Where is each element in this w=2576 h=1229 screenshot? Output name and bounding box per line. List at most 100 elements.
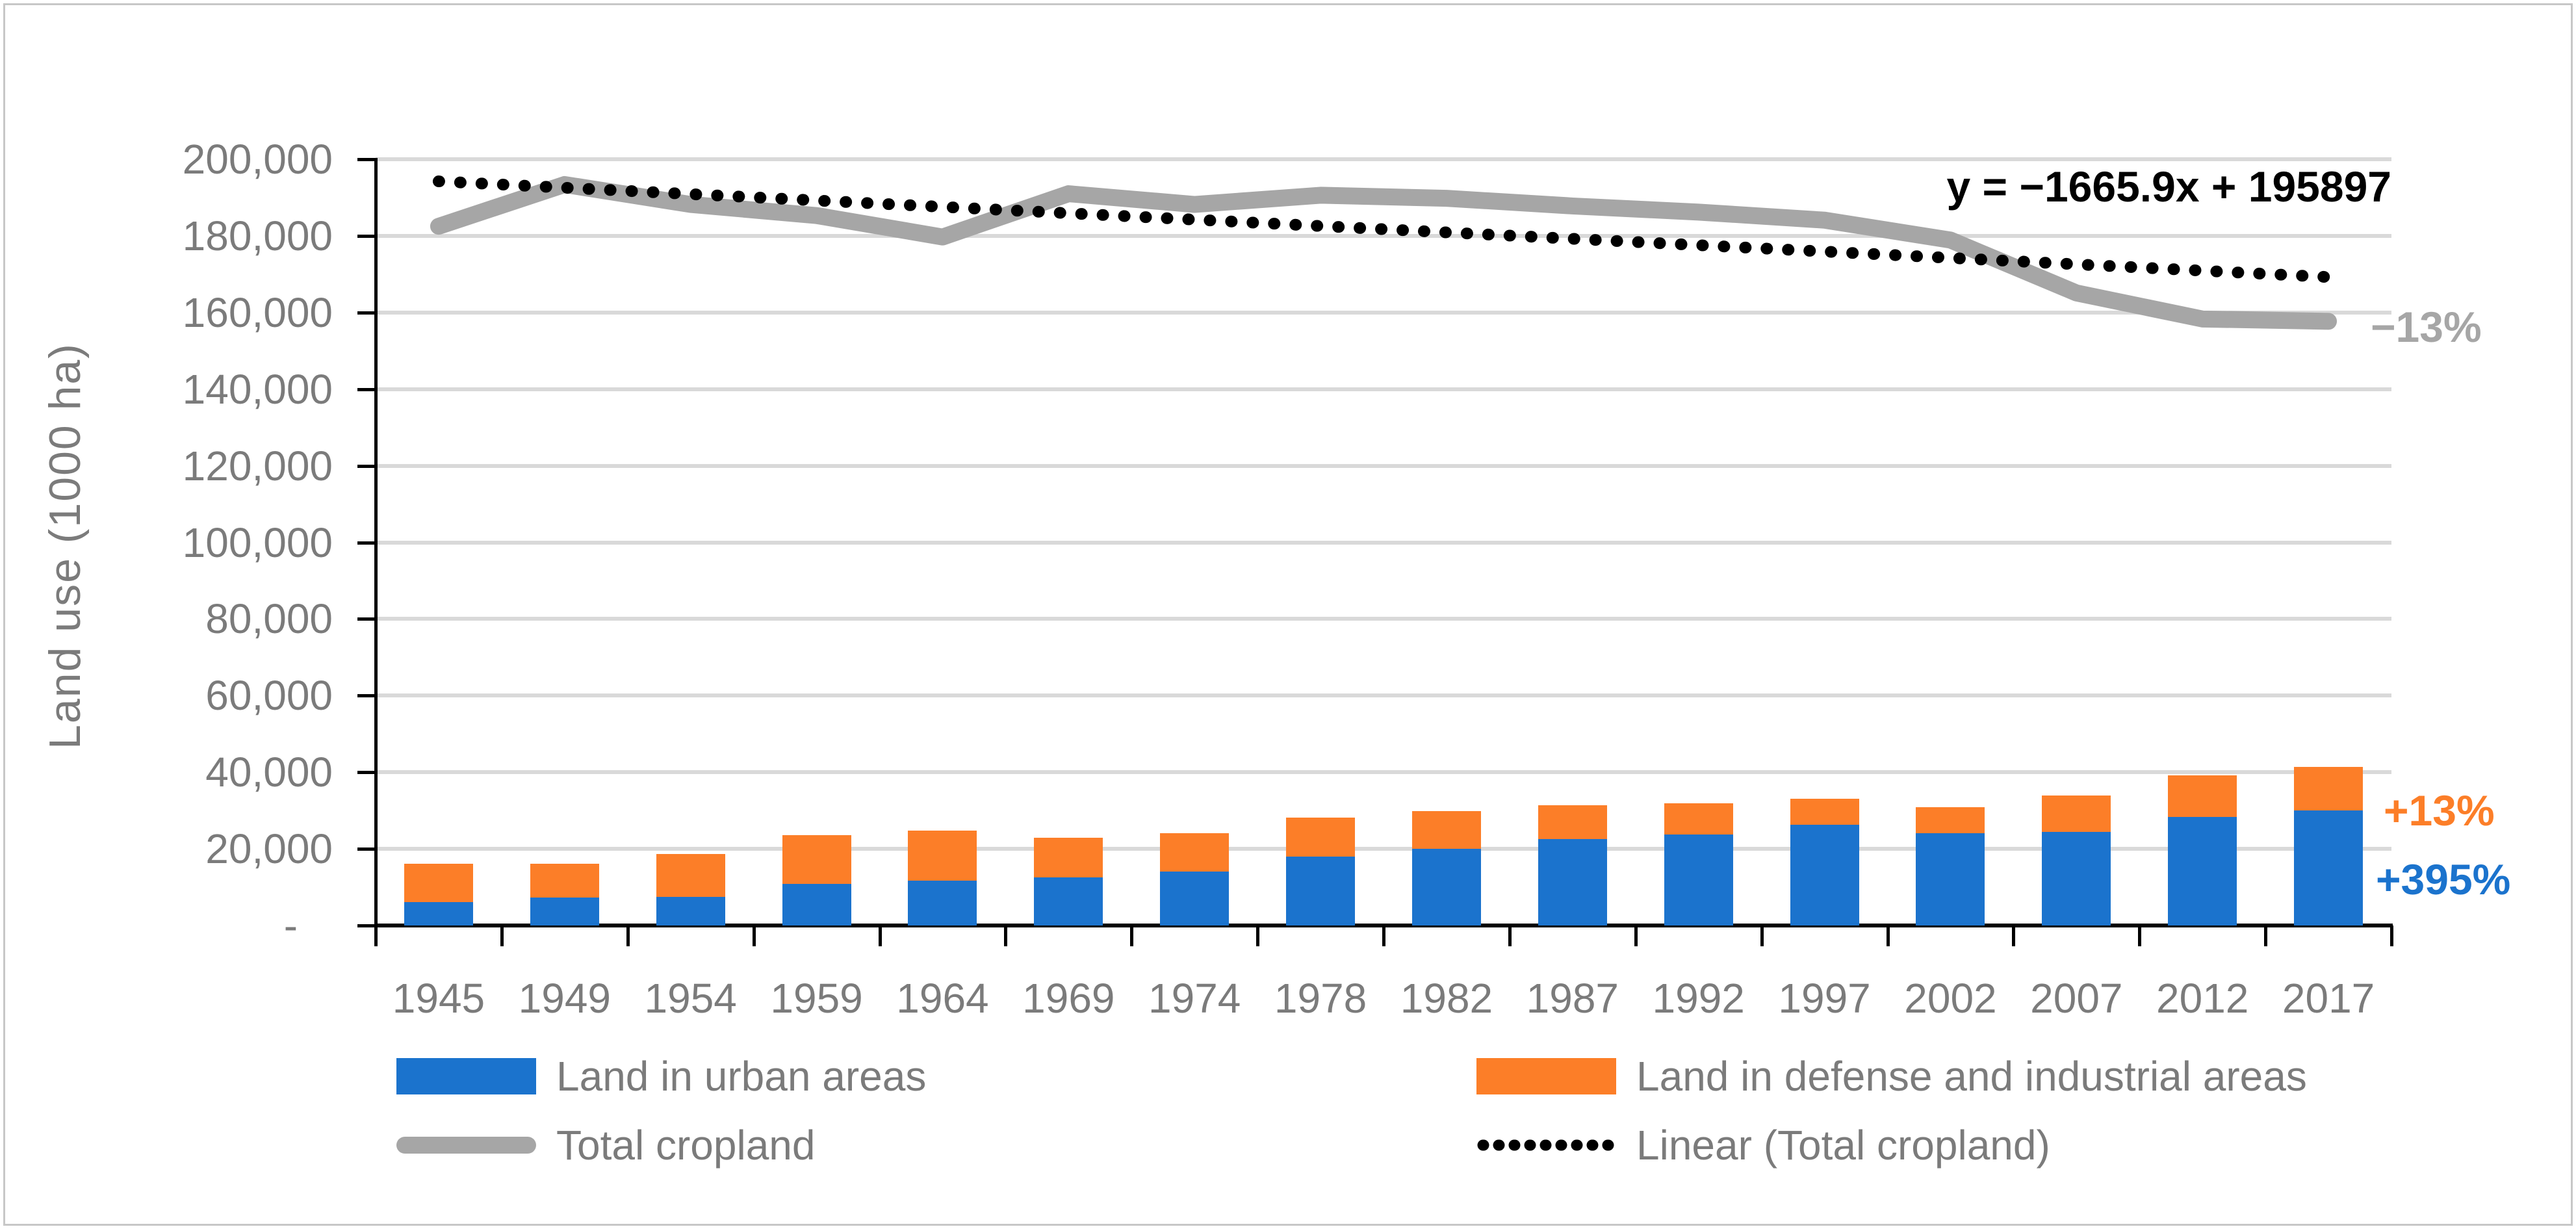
y-axis-title: Land use (1000 ha) [40, 343, 90, 749]
bar-urban [1790, 824, 1859, 925]
x-tick-label: 1978 [1274, 975, 1367, 1022]
bar-defense [1538, 805, 1607, 839]
x-tick-label: 2017 [2282, 975, 2375, 1022]
x-tick-label: 1954 [644, 975, 737, 1022]
bar-urban [1411, 848, 1481, 925]
bar-urban [2168, 817, 2237, 925]
x-tick-label: 1987 [1526, 975, 1619, 1022]
bar-urban [1286, 856, 1356, 925]
y-axis-tick [357, 464, 376, 468]
bar-defense [2042, 796, 2111, 832]
bar-urban [1916, 833, 1985, 925]
cropland-change-label: −13% [2371, 303, 2482, 351]
y-axis-tick [357, 617, 376, 621]
gridline [376, 157, 2391, 161]
y-axis-tick [357, 771, 376, 775]
x-axis-tick [2012, 925, 2016, 946]
gridline [376, 770, 2391, 775]
bar-defense [1411, 811, 1481, 849]
y-tick-label: - [283, 902, 298, 949]
y-tick-label: 200,000 [182, 136, 333, 183]
bar-defense [404, 864, 473, 903]
y-axis-tick [357, 387, 376, 391]
y-axis-tick [357, 311, 376, 315]
bar-urban [2294, 810, 2363, 925]
bar-defense [530, 864, 599, 898]
x-axis-tick [1004, 925, 1008, 946]
y-axis-tick [357, 158, 376, 161]
x-axis-tick [1886, 925, 1890, 946]
y-tick-label: 80,000 [205, 595, 333, 643]
y-axis-tick [357, 847, 376, 851]
x-tick-label: 1982 [1400, 975, 1493, 1022]
x-axis-tick [2390, 925, 2393, 946]
gridline [376, 310, 2391, 315]
y-axis-tick [357, 541, 376, 545]
y-axis-tick [357, 924, 376, 927]
gridline [376, 387, 2391, 391]
x-tick-label: 1969 [1022, 975, 1115, 1022]
x-axis-tick [2138, 925, 2142, 946]
x-axis-tick [1508, 925, 1512, 946]
bar-urban [908, 881, 977, 925]
x-tick-label: 2007 [2030, 975, 2123, 1022]
y-tick-label: 180,000 [182, 212, 333, 259]
bar-defense [2294, 766, 2363, 810]
legend-label-defense: Land in defense and industrial areas [1636, 1053, 2307, 1100]
bar-urban [782, 883, 851, 925]
trendline-equation: y = −1665.9x + 195897 [1946, 162, 2392, 211]
bar-defense [1160, 833, 1230, 872]
x-axis-tick [2264, 925, 2268, 946]
defense-change-label: +13% [2384, 786, 2495, 834]
x-tick-label: 2012 [2156, 975, 2249, 1022]
bar-defense [1286, 818, 1356, 857]
x-tick-label: 1992 [1652, 975, 1745, 1022]
bar-defense [2168, 775, 2237, 818]
gridline [376, 463, 2391, 468]
y-tick-label: 40,000 [205, 749, 333, 796]
bar-urban [656, 897, 725, 925]
x-axis-tick [1256, 925, 1260, 946]
x-axis-tick [1382, 925, 1385, 946]
x-tick-label: 1945 [392, 975, 485, 1022]
x-axis-tick [500, 925, 504, 946]
y-axis-tick [357, 234, 376, 238]
legend-swatch-urban [396, 1058, 536, 1094]
bar-urban [1034, 877, 1103, 925]
y-tick-label: 100,000 [182, 519, 333, 566]
urban-change-label: +395% [2376, 855, 2511, 903]
x-axis-tick [626, 925, 630, 946]
y-tick-label: 160,000 [182, 289, 333, 336]
x-axis-tick [374, 925, 378, 946]
gridline [376, 233, 2391, 238]
legend-label-urban: Land in urban areas [556, 1053, 927, 1100]
legend-label-cropland: Total cropland [556, 1122, 816, 1169]
bar-urban [1538, 838, 1607, 925]
x-axis-tick [1634, 925, 1638, 946]
total-cropland-line [430, 175, 2338, 330]
bar-urban [1664, 834, 1733, 925]
x-tick-label: 1997 [1778, 975, 1871, 1022]
y-tick-label: 60,000 [205, 672, 333, 719]
legend-label-linear: Linear (Total cropland) [1636, 1122, 2050, 1169]
bar-defense [1664, 803, 1733, 834]
x-axis-tick [1130, 925, 1134, 946]
bar-defense [1790, 798, 1859, 825]
x-tick-label: 1974 [1148, 975, 1241, 1022]
bar-urban [404, 902, 473, 925]
bar-defense [908, 831, 977, 881]
x-axis-tick [752, 925, 756, 946]
x-axis-tick [1760, 925, 1764, 946]
y-tick-label: 20,000 [205, 825, 333, 873]
bar-defense [656, 853, 725, 898]
x-tick-label: 1964 [896, 975, 989, 1022]
gridline [376, 540, 2391, 545]
x-axis-tick [878, 925, 882, 946]
legend-swatch-defense [1476, 1058, 1616, 1094]
gridline [376, 617, 2391, 621]
linear-trendline [432, 175, 2335, 283]
legend-swatch-cropland [396, 1137, 536, 1154]
